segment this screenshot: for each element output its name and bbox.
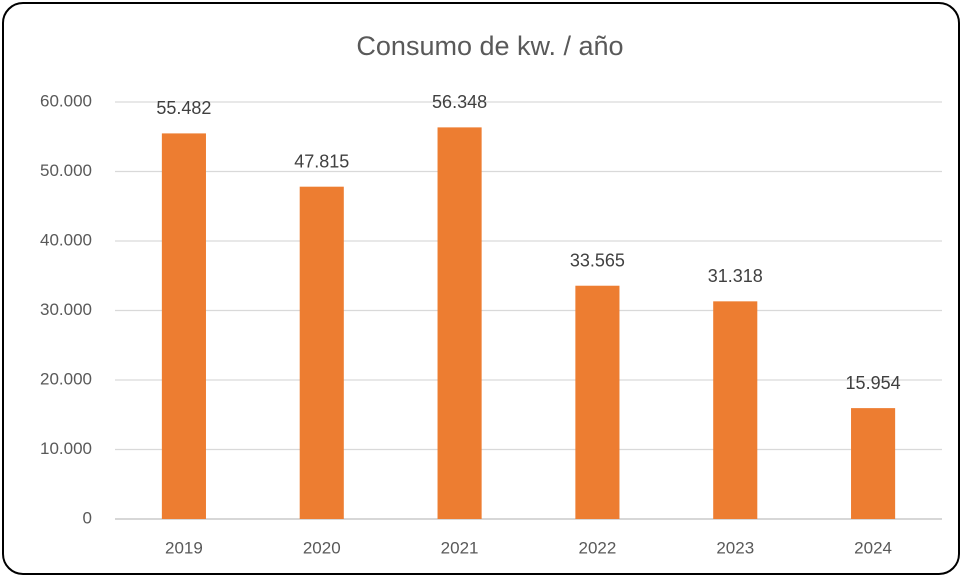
data-label: 47.815: [294, 151, 349, 171]
x-tick-label: 2019: [165, 538, 203, 557]
bar: [713, 301, 758, 519]
x-tick-label: 2020: [303, 538, 341, 557]
data-label: 33.565: [570, 250, 625, 270]
x-tick-label: 2022: [579, 538, 617, 557]
bar: [851, 408, 896, 519]
y-tick-label: 50.000: [40, 161, 92, 180]
y-tick-label: 40.000: [40, 230, 92, 249]
x-tick-label: 2024: [854, 538, 892, 557]
y-tick-label: 10.000: [40, 439, 92, 458]
data-label: 15.954: [846, 373, 901, 393]
x-tick-label: 2021: [441, 538, 479, 557]
bar: [161, 133, 206, 520]
data-label: 55.482: [156, 98, 211, 118]
bar: [437, 127, 482, 519]
bar: [575, 285, 620, 519]
bar: [299, 186, 344, 520]
y-tick-label: 0: [83, 508, 92, 527]
data-label: 31.318: [708, 266, 763, 286]
y-tick-label: 30.000: [40, 300, 92, 319]
x-tick-label: 2023: [716, 538, 754, 557]
chart-title: Consumo de kw. / año: [356, 31, 623, 61]
data-label: 56.348: [432, 92, 487, 112]
y-tick-label: 20.000: [40, 369, 92, 388]
y-tick-label: 60.000: [40, 91, 92, 110]
